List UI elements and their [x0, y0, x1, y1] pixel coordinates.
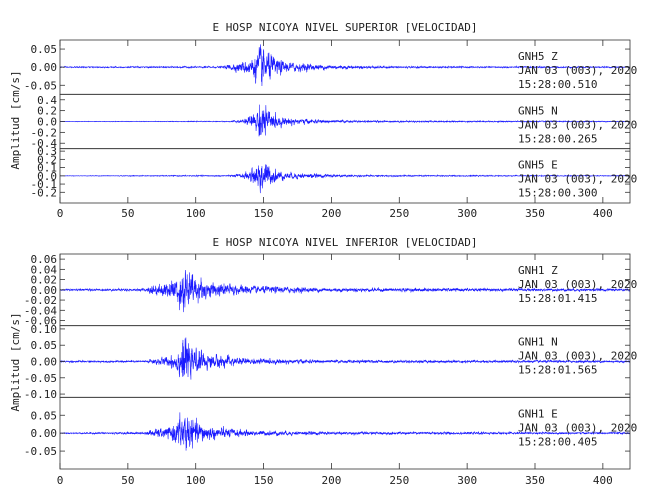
y-tick-label: 0.0 — [37, 170, 57, 183]
time-label: 15:28:00.405 — [518, 435, 597, 448]
x-tick-label: 250 — [389, 207, 409, 220]
time-label: 15:28:00.300 — [518, 187, 597, 200]
y-tick-label: -0.05 — [24, 445, 57, 458]
time-label: 15:28:00.510 — [518, 78, 597, 91]
time-label: 15:28:01.415 — [518, 292, 597, 305]
panel-1: E HOSP NICOYA NIVEL SUPERIOR [VELOCIDAD]… — [9, 21, 637, 220]
time-label: 15:28:01.565 — [518, 364, 597, 377]
waveform-line — [60, 164, 630, 194]
station-component-label: GNH1 N — [518, 336, 558, 349]
y-tick-label: 0.2 — [37, 153, 57, 166]
date-label: JAN 03 (003), 2020 — [518, 64, 637, 77]
date-label: JAN 03 (003), 2020 — [518, 350, 637, 363]
x-tick-label: 50 — [121, 474, 134, 487]
date-label: JAN 03 (003), 2020 — [518, 118, 637, 131]
y-axis-label: Amplitud [cm/s] — [9, 312, 22, 411]
x-tick-label: 200 — [321, 474, 341, 487]
station-component-label: GNH5 E — [518, 159, 558, 172]
x-tick-label: 300 — [457, 207, 477, 220]
x-tick-label: 150 — [254, 207, 274, 220]
panel-2: E HOSP NICOYA NIVEL INFERIOR [VELOCIDAD]… — [9, 236, 637, 487]
time-label: 15:28:00.265 — [518, 132, 597, 145]
y-tick-label: 0.02 — [31, 274, 58, 287]
y-tick-label: -0.10 — [24, 388, 57, 401]
trace-gnh1-z: -0.06-0.04-0.020.000.020.040.06 GNH1 ZJAN… — [24, 253, 637, 327]
y-tick-label: 0.05 — [31, 43, 58, 56]
x-tick-label: 0 — [57, 207, 64, 220]
y-tick-label: 0.3 — [37, 145, 57, 158]
y-tick-label: 0.00 — [31, 427, 58, 440]
y-tick-label: 0.1 — [37, 162, 57, 175]
y-tick-label: 0.00 — [31, 61, 58, 74]
x-tick-label: 0 — [57, 474, 64, 487]
x-tick-label: 50 — [121, 207, 134, 220]
y-tick-label: 0.4 — [37, 94, 57, 107]
y-tick-label: -0.4 — [31, 137, 58, 150]
waveform-line — [60, 104, 630, 137]
x-tick-label: 150 — [254, 474, 274, 487]
y-tick-label: -0.05 — [24, 79, 57, 92]
y-tick-label: 0.05 — [31, 339, 58, 352]
station-component-label: GNH5 N — [518, 104, 558, 117]
y-axis-label: Amplitud [cm/s] — [9, 70, 22, 169]
y-tick-label: 0.2 — [37, 105, 57, 118]
date-label: JAN 03 (003), 2020 — [518, 173, 637, 186]
y-tick-label: -0.2 — [31, 186, 58, 199]
y-tick-label: 0.0 — [37, 116, 57, 129]
y-tick-label: -0.04 — [24, 304, 57, 317]
y-tick-label: 0.00 — [31, 356, 58, 369]
x-tick-label: 350 — [525, 207, 545, 220]
waveform-line — [60, 44, 630, 86]
station-component-label: GNH1 Z — [518, 264, 558, 277]
y-tick-label: 0.00 — [31, 284, 58, 297]
y-tick-label: -0.2 — [31, 126, 58, 139]
y-tick-label: -0.1 — [31, 178, 58, 191]
date-label: JAN 03 (003), 2020 — [518, 421, 637, 434]
station-component-label: GNH1 E — [518, 407, 558, 420]
panel-title: E HOSP NICOYA NIVEL SUPERIOR [VELOCIDAD] — [213, 21, 478, 34]
y-tick-label: 0.05 — [31, 409, 58, 422]
station-component-label: GNH5 Z — [518, 50, 558, 63]
x-tick-label: 100 — [186, 207, 206, 220]
x-tick-label: 200 — [321, 207, 341, 220]
y-tick-label: 0.06 — [31, 253, 58, 266]
y-tick-label: 0.04 — [31, 263, 58, 276]
x-tick-label: 300 — [457, 474, 477, 487]
waveform-line — [60, 412, 630, 451]
x-tick-label: 350 — [525, 474, 545, 487]
date-label: JAN 03 (003), 2020 — [518, 278, 637, 291]
x-tick-label: 250 — [389, 474, 409, 487]
waveform-line — [60, 270, 630, 313]
x-tick-label: 400 — [593, 474, 613, 487]
waveform-line — [60, 337, 630, 380]
x-tick-label: 100 — [186, 474, 206, 487]
panel-title: E HOSP NICOYA NIVEL INFERIOR [VELOCIDAD] — [213, 236, 478, 249]
y-tick-label: -0.06 — [24, 315, 57, 328]
y-tick-label: 0.10 — [31, 323, 58, 336]
x-tick-label: 400 — [593, 207, 613, 220]
y-tick-label: -0.02 — [24, 294, 57, 307]
y-tick-label: -0.05 — [24, 372, 57, 385]
